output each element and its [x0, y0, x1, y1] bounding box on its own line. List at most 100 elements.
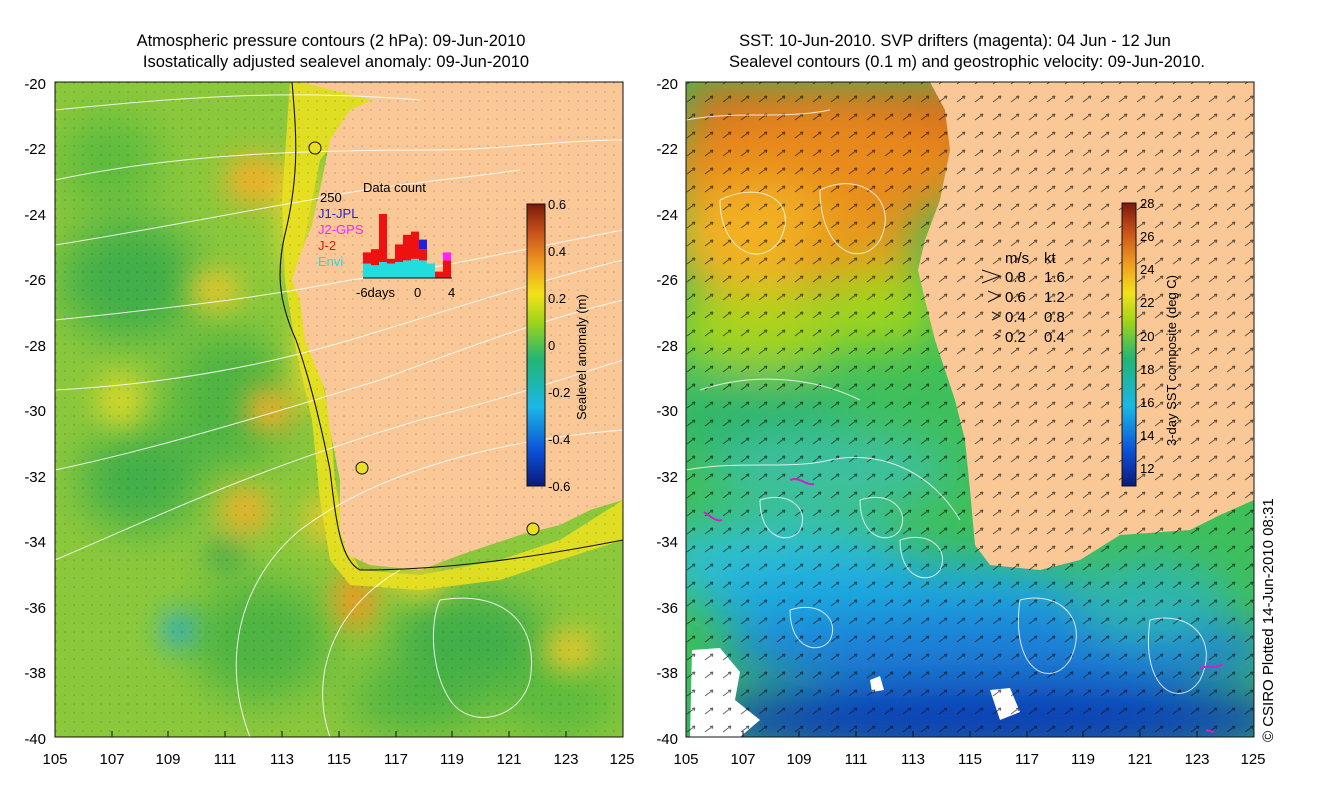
- right-ytick: -40: [656, 731, 678, 748]
- inset-xlabel-zero: 0: [414, 285, 421, 300]
- inset-bar-j2: [419, 249, 427, 261]
- inset-bar-envi: [411, 258, 419, 278]
- left-x-axis: 105 107 109 111 113 115 117 119 121 123 …: [42, 731, 635, 768]
- right-colorbar: 28 26 24 22 20 18 16 14 12 3-day SST com…: [1121, 196, 1179, 487]
- cbar-tick: 0.4: [548, 244, 566, 259]
- right-ytick: -30: [656, 403, 678, 420]
- inset-bar-envi: [395, 262, 403, 278]
- right-map-field: [686, 82, 1254, 737]
- right-xtick: 123: [1184, 751, 1209, 768]
- left-xtick: 111: [214, 751, 237, 768]
- left-ytick: -40: [24, 731, 46, 748]
- right-xtick: 111: [845, 751, 868, 768]
- cbar-tick: 0: [548, 338, 555, 353]
- inset-bar-j2: [379, 214, 387, 262]
- cbar-tick: 12: [1140, 461, 1154, 476]
- data-count-inset: Data count 250 J1-JPL J2-GPS J-2 Envi -6…: [318, 180, 455, 300]
- legend-j2: J-2: [318, 238, 336, 253]
- right-ytick: -26: [656, 272, 678, 289]
- right-xtick: 115: [958, 751, 982, 768]
- right-xtick: 121: [1127, 751, 1152, 768]
- cbar-label: 3-day SST composite (deg C): [1164, 275, 1179, 446]
- right-xtick: 109: [786, 751, 811, 768]
- inset-bar-envi: [419, 260, 427, 278]
- right-xtick: 119: [1071, 751, 1095, 768]
- inset-bar-j2: [411, 231, 419, 259]
- left-panel: Atmospheric pressure contours (2 hPa): 0…: [24, 32, 634, 768]
- inset-xlabel-end: 4: [448, 285, 455, 300]
- cbar-tick: 0.2: [548, 291, 566, 306]
- vel-ms: 0.2: [1005, 329, 1026, 346]
- inset-bar-j2: [443, 260, 451, 278]
- cbar-tick: -0.6: [548, 479, 570, 494]
- right-xtick: 125: [1240, 751, 1265, 768]
- left-ytick: -34: [24, 534, 46, 551]
- legend-envi: Envi: [318, 254, 343, 269]
- inset-bar-j2: [363, 252, 371, 264]
- vel-kt: 1.2: [1044, 289, 1065, 306]
- right-ytick: -32: [656, 469, 678, 486]
- left-ytick: -30: [24, 403, 46, 420]
- left-ytick: -26: [24, 272, 46, 289]
- left-title-line1: Atmospheric pressure contours (2 hPa): 0…: [137, 32, 526, 50]
- inset-bar-envi: [363, 263, 371, 278]
- inset-bar-envi: [387, 263, 395, 278]
- left-xtick: 107: [99, 751, 124, 768]
- cbar-tick: -0.4: [548, 432, 570, 447]
- right-ytick: -24: [656, 207, 678, 224]
- left-xtick: 105: [42, 751, 67, 768]
- right-xtick: 113: [901, 751, 925, 768]
- right-y-axis: -20 -22 -24 -26 -28 -30 -32 -34 -36 -38 …: [656, 76, 678, 748]
- inset-bar-envi: [371, 265, 379, 278]
- right-title-line2: Sealevel contours (0.1 m) and geostrophi…: [729, 53, 1205, 71]
- inset-bar-envi: [379, 262, 387, 278]
- cbar-tick: 24: [1140, 262, 1154, 277]
- left-xtick: 119: [440, 751, 464, 768]
- inset-bar-gps: [443, 252, 451, 261]
- right-panel: SST: 10-Jun-2010. SVP drifters (magenta)…: [656, 32, 1277, 768]
- inset-bar-envi: [403, 260, 411, 278]
- cbar-tick: 22: [1140, 295, 1154, 310]
- inset-bar-j2: [395, 244, 403, 262]
- inset-xlabel-start: -6days: [356, 285, 396, 300]
- left-ytick: -22: [24, 141, 46, 158]
- left-xtick: 109: [155, 751, 180, 768]
- left-ytick: -24: [24, 207, 46, 224]
- inset-ymax: 250: [320, 190, 342, 205]
- left-xtick: 113: [270, 751, 294, 768]
- vel-kt: 1.6: [1044, 269, 1065, 286]
- vel-ms: 0.4: [1005, 309, 1026, 326]
- inset-bar-j2: [387, 258, 395, 264]
- left-xtick: 115: [327, 751, 351, 768]
- right-xtick: 105: [673, 751, 698, 768]
- left-ytick: -36: [24, 600, 46, 617]
- left-xtick: 117: [384, 751, 408, 768]
- right-ytick: -34: [656, 534, 678, 551]
- left-ytick: -32: [24, 469, 46, 486]
- cbar-label: Sealevel anomaly (m): [574, 294, 589, 420]
- cbar-tick: 18: [1140, 362, 1154, 377]
- cbar-tick: 0.6: [548, 197, 566, 212]
- legend-j1jpl: J1-JPL: [318, 206, 358, 221]
- right-ytick: -28: [656, 338, 678, 355]
- inset-bar-jpl: [419, 239, 427, 250]
- left-colorbar: 0.6 0.4 0.2 0 -0.2 -0.4 -0.6 Sealevel an…: [526, 197, 589, 494]
- vel-ms: 0.8: [1005, 269, 1026, 286]
- vel-kt: 0.4: [1044, 329, 1065, 346]
- left-title-line2: Isostatically adjusted sealevel anomaly:…: [143, 53, 529, 71]
- left-ytick: -20: [24, 76, 46, 93]
- vel-kt: 0.8: [1044, 309, 1065, 326]
- vel-header-ms: m/s: [1005, 250, 1029, 267]
- right-title-line1: SST: 10-Jun-2010. SVP drifters (magenta)…: [739, 32, 1171, 50]
- left-xtick: 125: [609, 751, 634, 768]
- vel-header-kt: kt: [1044, 250, 1057, 267]
- left-xtick: 123: [553, 751, 578, 768]
- legend-j2gps: J2-GPS: [318, 222, 364, 237]
- cbar-tick: 28: [1140, 196, 1154, 211]
- left-ytick: -38: [24, 665, 46, 682]
- inset-bar-j2: [435, 271, 443, 278]
- right-x-axis: 105 107 109 111 113 115 117 119 121 123 …: [673, 731, 1266, 768]
- right-ytick: -20: [656, 76, 678, 93]
- cbar-tick: 14: [1140, 428, 1154, 443]
